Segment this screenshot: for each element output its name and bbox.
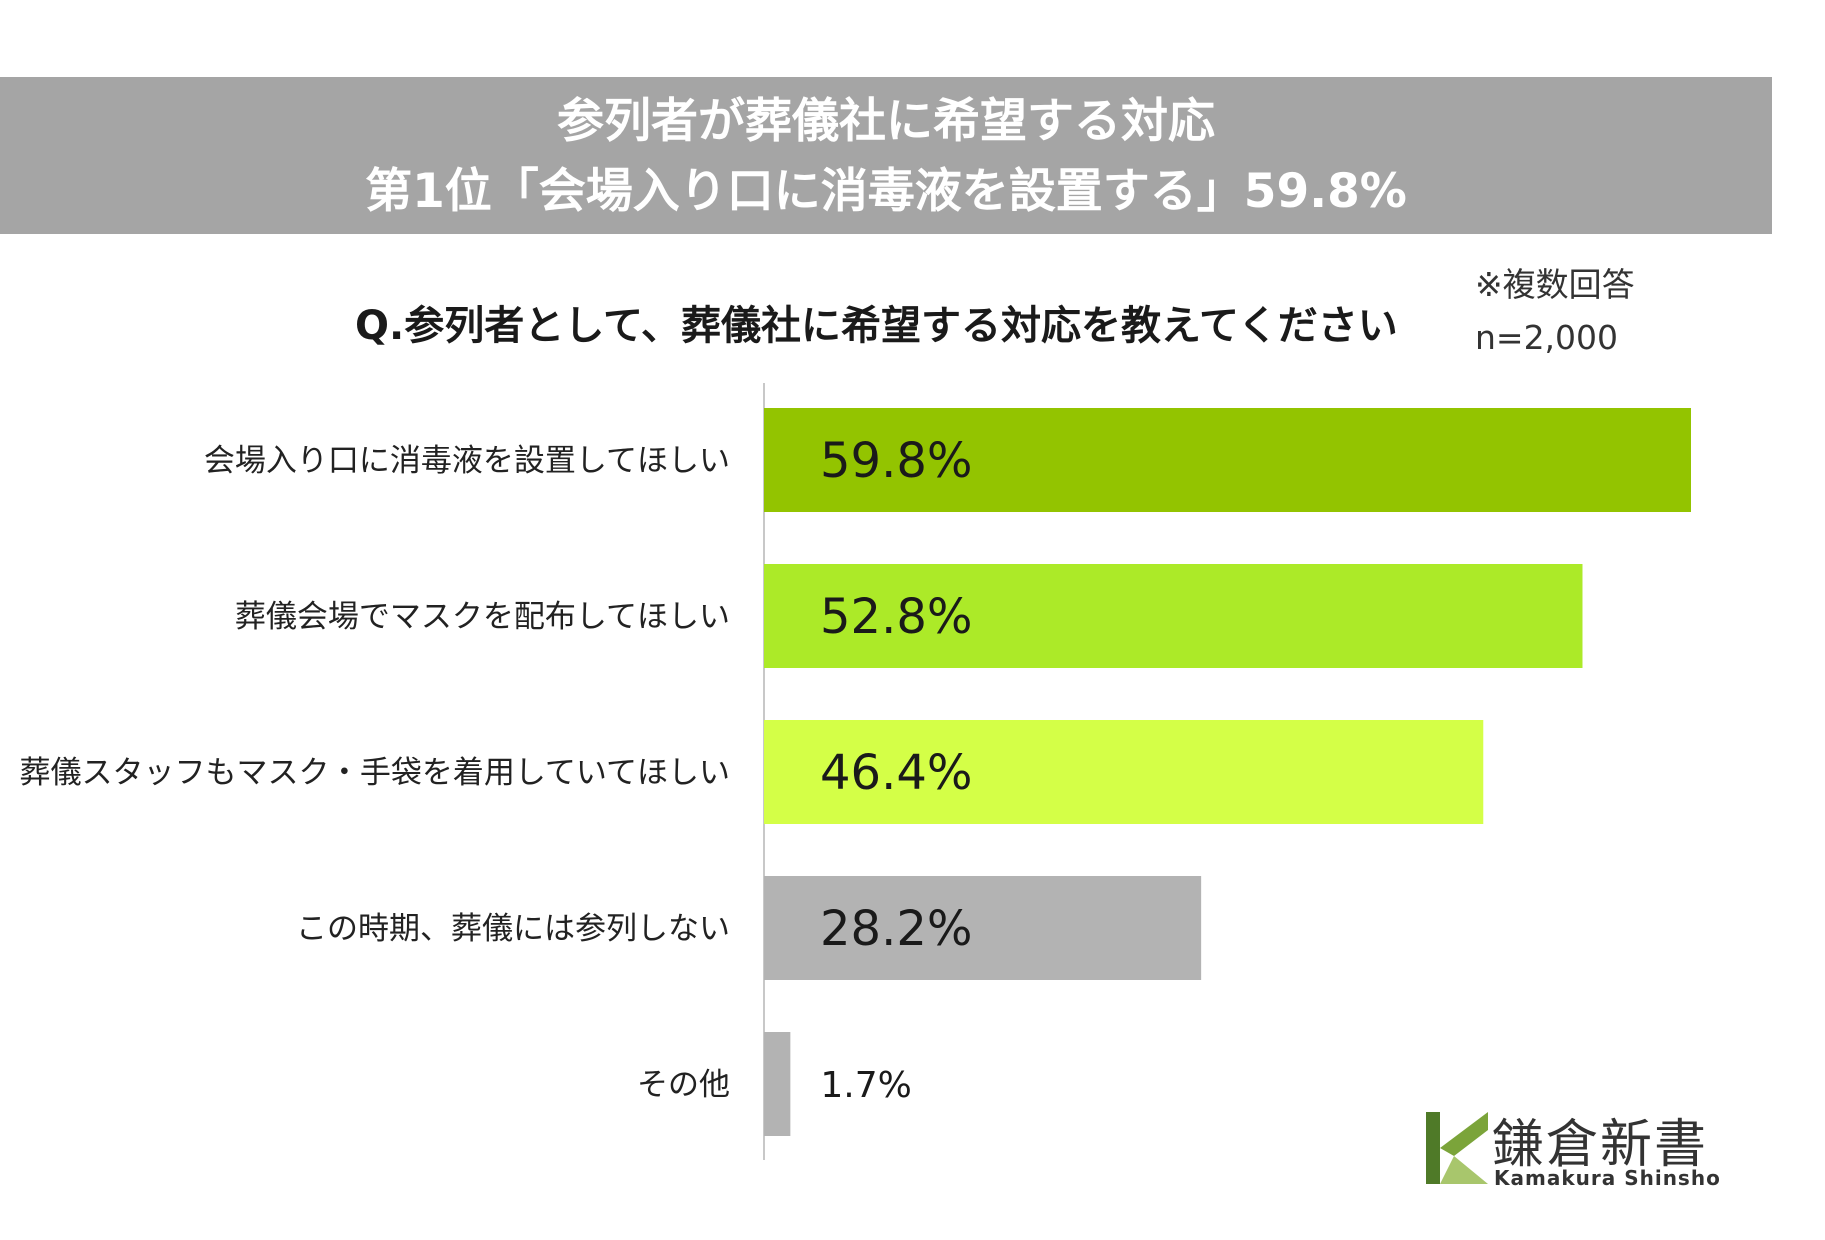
question-title: Q.参列者として、葬儀社に希望する対応を教えてください	[355, 303, 1398, 349]
title-line-1: 参列者が葬儀社に希望する対応	[557, 94, 1215, 149]
logo-name: 鎌倉新書	[1492, 1115, 1709, 1175]
bar-2	[764, 564, 1583, 668]
logo-subtitle: Kamakura Shinsho	[1494, 1166, 1721, 1190]
sample-size-note: n=2,000	[1475, 318, 1619, 357]
bar-3	[764, 720, 1484, 824]
category-label-5: その他	[637, 1067, 730, 1103]
multiple-answer-note: ※複数回答	[1475, 265, 1635, 304]
data-label-5: 1.7%	[820, 1065, 911, 1106]
category-label-2: 葬儀会場でマスクを配布してほしい	[235, 599, 730, 635]
bar-1	[764, 408, 1691, 512]
data-label-2: 52.8%	[820, 589, 972, 645]
bar-5	[764, 1032, 791, 1136]
data-label-3: 46.4%	[820, 745, 972, 801]
category-label-4: この時期、葬儀には参列しない	[296, 911, 730, 947]
title-line-2: 第1位「会場入り口に消毒液を設置する」59.8%	[365, 164, 1407, 219]
category-label-3: 葬儀スタッフもマスク・手袋を着用していてほしい	[19, 755, 730, 791]
data-label-4: 28.2%	[820, 901, 972, 957]
title-banner: 参列者が葬儀社に希望する対応 第1位「会場入り口に消毒液を設置する」59.8%	[0, 77, 1772, 234]
bar-4	[764, 876, 1202, 980]
category-label-1: 会場入り口に消毒液を設置してほしい	[204, 443, 730, 479]
data-label-1: 59.8%	[820, 433, 972, 489]
logo-mark-icon	[1426, 1112, 1488, 1184]
company-logo: 鎌倉新書 Kamakura Shinsho	[1426, 1110, 1720, 1190]
